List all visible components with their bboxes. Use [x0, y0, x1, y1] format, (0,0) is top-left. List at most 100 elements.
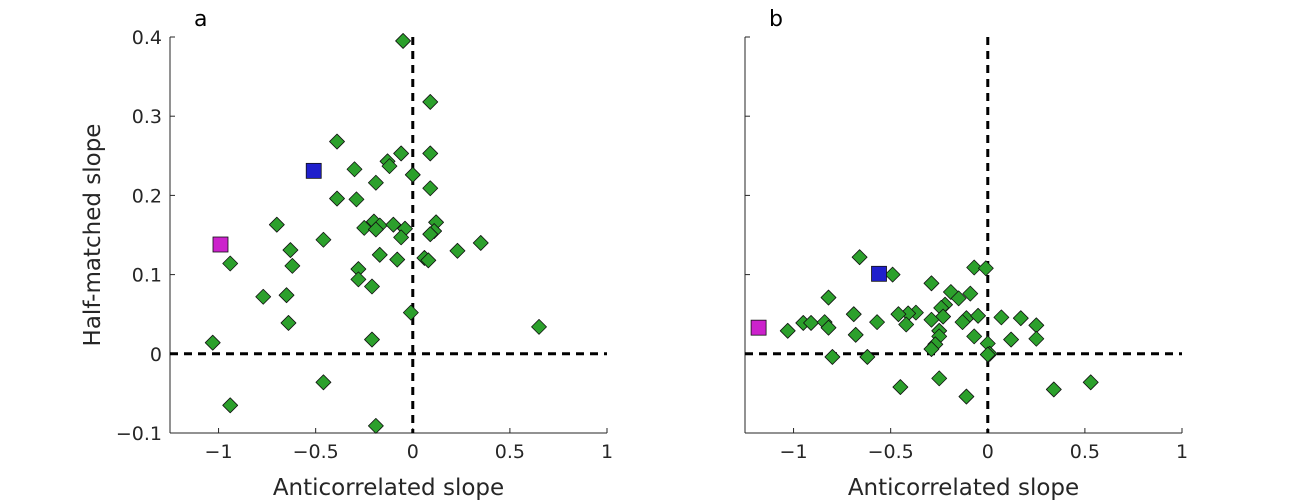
data-point [222, 255, 239, 272]
y-tick-label: 0.1 [132, 265, 162, 287]
data-point [356, 219, 373, 236]
x-tick-label: 1 [601, 441, 613, 463]
data-point [329, 133, 345, 150]
data-point [966, 259, 983, 276]
data-point [970, 307, 986, 324]
data-point [284, 257, 301, 274]
data-point [892, 379, 909, 395]
data-point [1012, 310, 1029, 327]
y-tick-label: 0.3 [132, 106, 162, 128]
data-point [935, 308, 952, 325]
data-point [931, 370, 948, 387]
data-point [268, 216, 285, 233]
data-point [531, 318, 547, 335]
data-point [1045, 381, 1062, 398]
data-point [350, 271, 367, 288]
data-point [420, 252, 437, 269]
data-point [954, 314, 971, 331]
data-point [381, 158, 398, 174]
x-tick-label: 0 [407, 441, 419, 463]
y-tick-label: 0.4 [132, 27, 162, 49]
panel-b: −1 −0.5 0 0.5 1 Anticorrelated slope b [744, 7, 1188, 500]
data-point [979, 346, 996, 363]
data-point [395, 33, 411, 49]
magenta-square-point [750, 319, 767, 336]
data-point [824, 349, 841, 365]
data-point [847, 326, 864, 343]
data-point [422, 145, 439, 162]
data-point [422, 226, 439, 243]
data-point [923, 341, 940, 357]
data-point [222, 397, 239, 414]
data-point [371, 246, 388, 263]
data-point [923, 275, 940, 292]
data-point [315, 231, 332, 248]
data-point [890, 306, 907, 323]
y-tick-label: −0.1 [116, 423, 162, 445]
data-point [898, 316, 915, 333]
x-tick-label: 0.5 [495, 441, 525, 463]
data-point [364, 331, 380, 348]
data-point [851, 249, 868, 266]
data-point [204, 334, 221, 351]
data-point [348, 191, 365, 208]
data-point [923, 311, 940, 328]
data-point [389, 251, 406, 268]
data-point [282, 242, 299, 258]
data-point [884, 266, 901, 283]
data-point [255, 288, 272, 305]
data-point [367, 417, 384, 434]
data-point [966, 328, 983, 345]
data-point [393, 145, 410, 162]
data-point [1003, 331, 1019, 348]
y-tick-label: 0.2 [132, 185, 162, 207]
panel-a: −1 −0.5 0 0.5 1 −0.1 0 0.1 0.2 0.3 0.4 Anticorrelat… [80, 7, 613, 500]
data-point [402, 304, 419, 321]
data-point [278, 287, 295, 304]
data-point [367, 174, 384, 191]
data-point [449, 242, 466, 259]
data-point [977, 260, 994, 277]
data-point [958, 388, 975, 405]
data-point [367, 221, 384, 238]
x-tick-label: −1 [780, 441, 808, 463]
data-point [280, 315, 297, 331]
data-point [393, 229, 410, 246]
data-point [422, 94, 439, 110]
x-tick-label: −1 [205, 441, 233, 463]
x-tick-label: −0.5 [293, 441, 339, 463]
data-point [803, 315, 819, 331]
data-point [869, 314, 885, 331]
data-point [820, 319, 837, 336]
data-point [364, 278, 380, 295]
data-point [315, 374, 332, 391]
data-point [845, 306, 862, 323]
blue-square-point [871, 265, 887, 282]
data-point [962, 285, 979, 302]
panel-letter: a [194, 7, 207, 32]
data-point [820, 289, 837, 306]
x-axis-label: Anticorrelated slope [273, 475, 504, 500]
y-tick-label: 0 [150, 344, 162, 366]
data-point [472, 235, 489, 251]
data-point [404, 166, 421, 183]
data-point [950, 290, 967, 307]
magenta-square-point [212, 236, 229, 253]
panel-letter: b [769, 7, 783, 32]
x-tick-label: 0 [982, 441, 994, 463]
blue-square-point [305, 162, 322, 179]
data-point [779, 322, 796, 339]
data-point [993, 309, 1010, 326]
data-point [1028, 317, 1045, 334]
data-point [1028, 330, 1045, 347]
x-tick-label: 0.5 [1070, 441, 1100, 463]
data-point [346, 161, 363, 178]
data-point [385, 216, 402, 233]
data-point [422, 180, 439, 197]
data-point [1082, 374, 1099, 391]
y-axis-label: Half-matched slope [80, 124, 106, 347]
data-point [859, 349, 876, 365]
data-point [329, 190, 345, 207]
x-tick-label: −0.5 [868, 441, 914, 463]
